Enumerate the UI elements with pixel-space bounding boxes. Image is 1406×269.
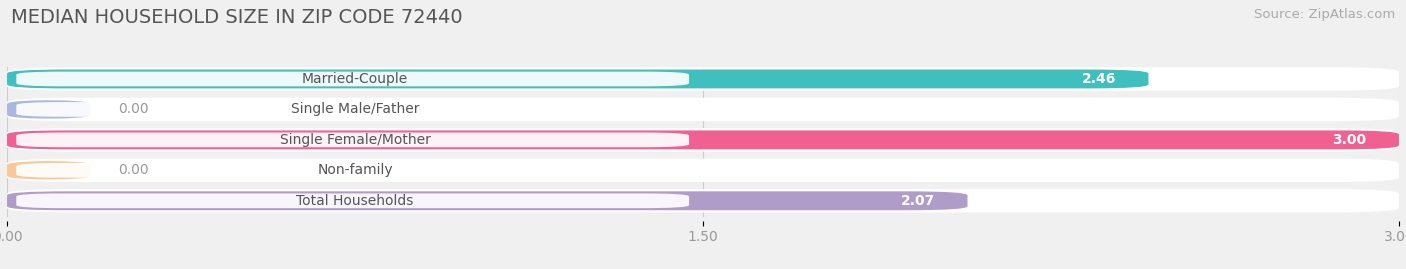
FancyBboxPatch shape — [7, 128, 1399, 152]
Text: 0.00: 0.00 — [118, 102, 149, 116]
Text: Source: ZipAtlas.com: Source: ZipAtlas.com — [1254, 8, 1395, 21]
Text: Single Female/Mother: Single Female/Mother — [280, 133, 430, 147]
FancyBboxPatch shape — [7, 100, 90, 119]
FancyBboxPatch shape — [7, 159, 1399, 182]
FancyBboxPatch shape — [17, 102, 689, 117]
Text: 3.00: 3.00 — [1333, 133, 1367, 147]
Text: Married-Couple: Married-Couple — [302, 72, 408, 86]
FancyBboxPatch shape — [7, 98, 1399, 121]
FancyBboxPatch shape — [17, 163, 689, 178]
FancyBboxPatch shape — [7, 69, 1149, 89]
Text: 0.00: 0.00 — [118, 163, 149, 177]
FancyBboxPatch shape — [7, 161, 90, 180]
Text: Non-family: Non-family — [318, 163, 392, 177]
FancyBboxPatch shape — [17, 72, 689, 86]
FancyBboxPatch shape — [7, 191, 967, 210]
FancyBboxPatch shape — [7, 67, 1399, 91]
FancyBboxPatch shape — [7, 189, 1399, 213]
FancyBboxPatch shape — [7, 130, 1399, 149]
Text: Total Households: Total Households — [297, 194, 413, 208]
FancyBboxPatch shape — [17, 133, 689, 147]
Text: 2.07: 2.07 — [901, 194, 935, 208]
Text: Single Male/Father: Single Male/Father — [291, 102, 419, 116]
FancyBboxPatch shape — [17, 193, 689, 208]
Text: 2.46: 2.46 — [1081, 72, 1116, 86]
Text: MEDIAN HOUSEHOLD SIZE IN ZIP CODE 72440: MEDIAN HOUSEHOLD SIZE IN ZIP CODE 72440 — [11, 8, 463, 27]
